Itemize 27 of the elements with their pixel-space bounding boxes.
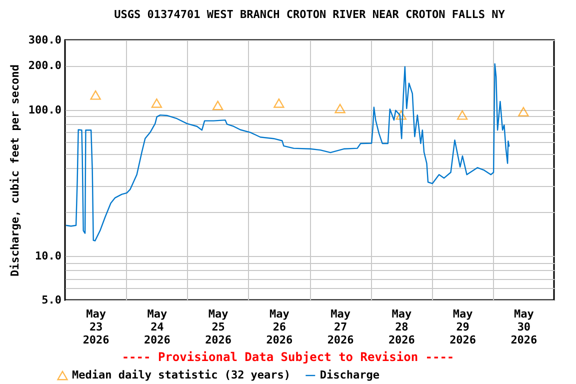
x-tick-label: May 29 2026: [450, 308, 476, 346]
text: ---- Provisional Data Subject to Revision ----: [120, 350, 456, 364]
legend-label: Median daily statistic (32 years): [72, 368, 291, 382]
point: [518, 106, 529, 116]
point: [151, 98, 162, 108]
point: [456, 110, 468, 120]
x-tick-label: May 24 2026: [144, 308, 171, 346]
y-tick-label: 300.0: [28, 34, 62, 46]
y-axis-title: Discharge, cubic feet per second: [8, 64, 22, 276]
x-tick-label: May 26 2026: [266, 308, 294, 346]
y-tick-label: 10.0: [35, 249, 62, 262]
x-tick-label: May 28 2026: [388, 308, 416, 346]
x-tick-label: May 30 2026: [510, 308, 538, 346]
y-tick-label: 5.0: [42, 294, 62, 306]
point: [396, 110, 407, 120]
y-tick-label: 100.0: [28, 103, 62, 116]
x-tick-label: May 27 2026: [327, 308, 354, 346]
point: [90, 90, 101, 100]
point: [274, 98, 284, 108]
chart-title: USGS 01374701 WEST BRANCH CROTON RIVER NEAR CROTON FALLS NY: [114, 8, 506, 21]
legend-label: Discharge: [320, 368, 380, 382]
line-series: [65, 63, 510, 242]
x-tick-label: May 23 2026: [82, 308, 110, 346]
point: [212, 100, 224, 110]
point: [334, 104, 346, 114]
x-tick-label: May 25 2026: [205, 308, 232, 346]
y-tick-label: 200.0: [28, 59, 62, 72]
